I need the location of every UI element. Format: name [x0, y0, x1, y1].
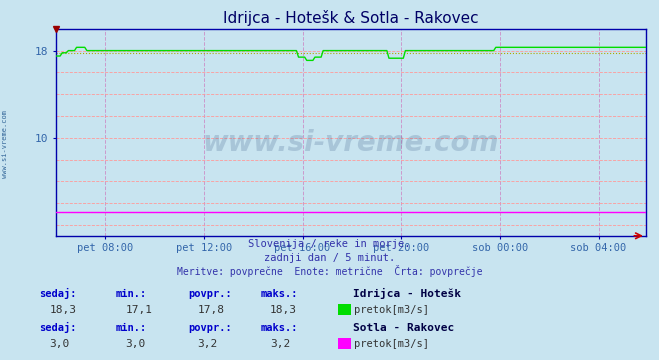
Text: pretok[m3/s]: pretok[m3/s] [354, 339, 429, 350]
Text: www.si-vreme.com: www.si-vreme.com [203, 129, 499, 157]
Text: povpr.:: povpr.: [188, 289, 231, 299]
Text: maks.:: maks.: [260, 323, 298, 333]
Text: 3,0: 3,0 [49, 339, 70, 350]
Text: Idrijca - Hotešk: Idrijca - Hotešk [353, 288, 461, 299]
Text: zadnji dan / 5 minut.: zadnji dan / 5 minut. [264, 253, 395, 263]
Text: sedaj:: sedaj: [40, 322, 77, 333]
Text: 3,2: 3,2 [270, 339, 291, 350]
Text: 3,2: 3,2 [198, 339, 218, 350]
Text: 17,1: 17,1 [125, 305, 152, 315]
Text: 18,3: 18,3 [49, 305, 76, 315]
Title: Idrijca - Hotešk & Sotla - Rakovec: Idrijca - Hotešk & Sotla - Rakovec [223, 10, 478, 26]
Text: sedaj:: sedaj: [40, 288, 77, 299]
Text: maks.:: maks.: [260, 289, 298, 299]
Text: povpr.:: povpr.: [188, 323, 231, 333]
Text: Sotla - Rakovec: Sotla - Rakovec [353, 323, 454, 333]
Text: Slovenija / reke in morje.: Slovenija / reke in morje. [248, 239, 411, 249]
Text: www.si-vreme.com: www.si-vreme.com [2, 110, 9, 178]
Text: 3,0: 3,0 [125, 339, 146, 350]
Text: min.:: min.: [115, 289, 146, 299]
Text: pretok[m3/s]: pretok[m3/s] [354, 305, 429, 315]
Text: 17,8: 17,8 [198, 305, 225, 315]
Text: Meritve: povprečne  Enote: metrične  Črta: povprečje: Meritve: povprečne Enote: metrične Črta:… [177, 265, 482, 278]
Text: min.:: min.: [115, 323, 146, 333]
Text: 18,3: 18,3 [270, 305, 297, 315]
